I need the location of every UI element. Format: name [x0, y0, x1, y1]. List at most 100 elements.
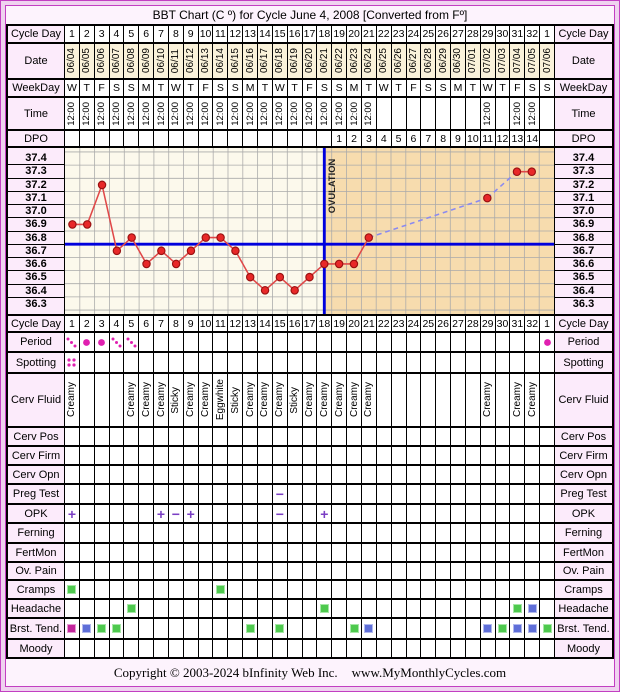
cerv-firm-day-29 [480, 447, 496, 464]
opk-day-13 [243, 505, 259, 522]
opk-day-5 [124, 505, 140, 522]
date-day-15: 06/18 [272, 44, 288, 78]
preg-test-day-31 [510, 485, 526, 503]
cerv-opn-day-28 [465, 466, 481, 483]
cerv-opn-day-11 [213, 466, 229, 483]
cerv-fluid-day-13: Creamy [243, 374, 259, 426]
time-value: 12:00 [125, 101, 137, 126]
cerv-firm-day-17 [302, 447, 318, 464]
time-day-32: 12:00 [525, 98, 541, 129]
cycle-day-day-29: 29 [480, 26, 496, 42]
row-dpo: DPO 1 2 3 4 5 6 7 8 9 10 11 12 13 14 DPO [8, 131, 612, 148]
preg-test-day-30 [495, 485, 511, 503]
preg-test-day-5 [124, 485, 140, 503]
ferning-day-13 [243, 524, 259, 542]
ferning-day-20 [347, 524, 362, 542]
ov-pain-day-14 [258, 563, 273, 579]
preg-test-day-9 [183, 485, 199, 503]
fertmon-day-22 [376, 544, 392, 561]
weekday-day-31: F [510, 80, 526, 96]
cerv-pos-day-5 [124, 428, 140, 445]
date-value: 06/23 [348, 48, 360, 74]
row-cramps: Cramps Cramps [8, 581, 612, 600]
cerv-pos-day-15 [272, 428, 288, 445]
cycle-day-bottom-day-14: 14 [258, 316, 273, 331]
cerv-fluid-value: Creamy [318, 382, 330, 418]
cerv-pos-day-1 [65, 428, 80, 445]
date-value: 06/29 [437, 48, 449, 74]
opk-day-30 [495, 505, 511, 522]
cycle-day-bottom-value: 29 [481, 317, 494, 330]
time-value: 12:00 [274, 101, 286, 126]
ov-pain-day-33 [540, 563, 555, 579]
opk-day-23 [391, 505, 407, 522]
spotting-day-9 [183, 353, 199, 372]
time-day-25 [421, 98, 437, 129]
row-label-cerv_fluid-right: Cerv Fluid [555, 374, 612, 426]
period-day-20 [347, 333, 362, 351]
period-day-8 [168, 333, 184, 351]
weekday-day-6: M [139, 80, 155, 96]
headache-day-30 [495, 600, 511, 617]
date-day-23: 06/26 [391, 44, 407, 78]
dpo-day-9 [183, 131, 199, 146]
ferning-day-23 [391, 524, 407, 542]
cycle-day-bottom-day-26: 26 [436, 316, 452, 331]
date-day-14: 06/17 [258, 44, 273, 78]
date-value: 06/17 [259, 48, 271, 74]
cycle-day-bottom-day-29: 29 [480, 316, 496, 331]
dpo-value: 5 [395, 132, 402, 145]
spotting-day-17 [302, 353, 318, 372]
brst-tend-day-8 [168, 619, 184, 638]
cycle-day-day-7: 7 [154, 26, 169, 42]
cerv-firm-day-28 [465, 447, 481, 464]
cycle-day-value: 28 [466, 28, 479, 40]
spotting-day-2 [79, 353, 95, 372]
preg-test-day-28 [465, 485, 481, 503]
date-value: 06/16 [244, 48, 256, 74]
time-value: 12:00 [348, 101, 360, 126]
weekday-day-21: T [361, 80, 377, 96]
dpo-day-19: 1 [332, 131, 348, 146]
temp-point-day-9 [186, 246, 196, 256]
ferning-day-15 [272, 524, 288, 542]
date-value: 06/12 [185, 48, 197, 74]
ferning-day-26 [436, 524, 452, 542]
opk-day-33 [540, 505, 555, 522]
date-value: 06/19 [289, 48, 301, 74]
dpo-value: 8 [440, 132, 447, 145]
brst-tend-day-13 [243, 619, 259, 638]
date-day-9: 06/12 [183, 44, 199, 78]
cycle-day-day-13: 13 [243, 26, 259, 42]
cycle-day-day-14: 14 [258, 26, 273, 42]
cycle-day-day-22: 22 [376, 26, 392, 42]
time-day-27 [451, 98, 466, 129]
cerv-pos-day-4 [109, 428, 125, 445]
moody-day-13 [243, 640, 259, 657]
row-label-time-right: Time [555, 98, 612, 129]
time-day-23 [391, 98, 407, 129]
time-value: 12:00 [259, 101, 271, 126]
cerv-fluid-day-19: Creamy [332, 374, 348, 426]
cerv-fluid-day-15: Creamy [272, 374, 288, 426]
preg-test-day-27 [451, 485, 466, 503]
cycle-day-value: 8 [172, 28, 179, 40]
dpo-day-10 [198, 131, 214, 146]
date-value: 06/15 [229, 48, 241, 74]
time-day-15: 12:00 [272, 98, 288, 129]
date-value: 06/08 [125, 48, 137, 74]
brst-tend-day-24 [406, 619, 422, 638]
cerv-pos-day-26 [436, 428, 452, 445]
cerv-fluid-day-3 [94, 374, 110, 426]
date-value: 06/04 [66, 48, 78, 74]
cerv-firm-day-12 [228, 447, 244, 464]
row-label-cerv_fluid: Cerv Fluid [8, 374, 65, 426]
cycle-day-bottom-day-12: 12 [228, 316, 244, 331]
dpo-day-20: 2 [347, 131, 362, 146]
cycle-day-bottom-day-18: 18 [317, 316, 333, 331]
site-link[interactable]: www.MyMonthlyCycles.com [351, 664, 507, 680]
weekday-day-22: W [376, 80, 392, 96]
opk-day-11 [213, 505, 229, 522]
headache-day-3 [94, 600, 110, 617]
brst-tend-day-30 [495, 619, 511, 638]
